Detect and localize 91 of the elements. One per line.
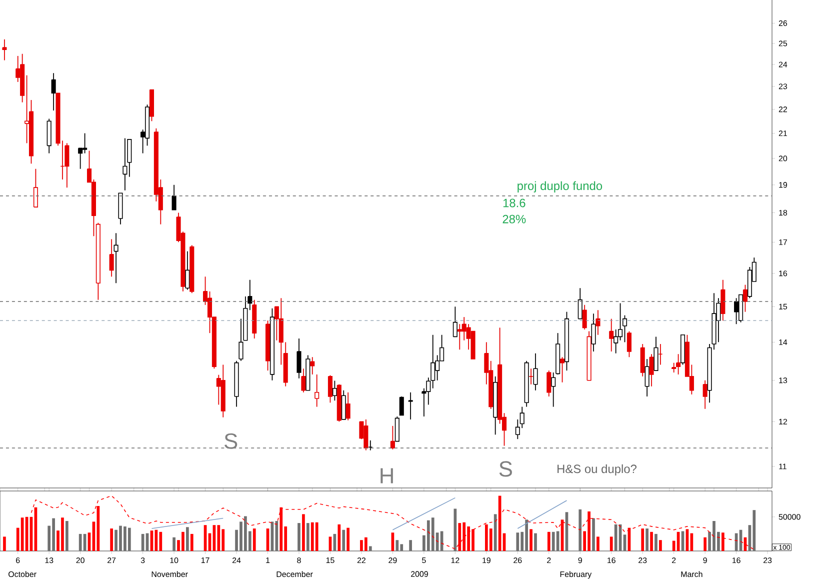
candlestick (654, 336, 658, 371)
bar (66, 520, 68, 551)
bar (547, 532, 550, 551)
candlestick (676, 354, 681, 375)
candlestick (734, 298, 739, 325)
bar (252, 528, 256, 551)
candlestick (546, 370, 552, 397)
bar (614, 524, 618, 551)
candlestick (341, 390, 346, 420)
bar (409, 540, 412, 551)
candlestick (332, 380, 337, 402)
candlestick (390, 425, 395, 450)
bar (186, 527, 189, 551)
bar (752, 510, 756, 551)
candlestick (296, 338, 302, 379)
bar (315, 522, 318, 551)
candlestick (33, 168, 38, 208)
candlestick (248, 279, 252, 311)
candlestick (328, 374, 333, 404)
candlestick (185, 250, 190, 290)
candlestick (614, 329, 618, 354)
bar (20, 518, 24, 551)
candlestick (644, 358, 650, 397)
bar (298, 523, 300, 551)
bar (494, 514, 497, 551)
bar (578, 509, 582, 551)
candlestick (399, 396, 404, 416)
candlestick (310, 356, 315, 375)
bar (396, 540, 399, 551)
candlestick (626, 330, 632, 358)
bar (342, 530, 346, 551)
bar (659, 540, 662, 551)
candlestick (78, 148, 83, 170)
candlestick (560, 356, 565, 383)
bar (159, 532, 162, 551)
candlestick (301, 368, 306, 393)
bar (650, 532, 653, 551)
candlestick (742, 284, 748, 312)
bar (552, 532, 555, 551)
annotation: H (380, 468, 393, 484)
candlestick (578, 288, 582, 320)
annotation: S (224, 433, 238, 449)
candlestick (51, 72, 56, 111)
candlestick (452, 306, 458, 338)
annotation: proj duplo fundo (518, 181, 602, 192)
candlestick (109, 238, 114, 278)
candlestick (408, 392, 413, 420)
candlestick (582, 304, 587, 330)
bar (338, 524, 341, 551)
bar (641, 528, 644, 551)
annotation: 28% (502, 214, 526, 224)
candlestick (702, 380, 708, 410)
candlestick (596, 310, 600, 336)
bar (3, 536, 6, 551)
candlestick (314, 374, 320, 408)
bar (78, 534, 82, 551)
candlestick (672, 362, 676, 373)
bar (110, 528, 113, 551)
bar (704, 537, 706, 551)
bar (596, 536, 600, 551)
bar (346, 528, 350, 551)
bar (368, 546, 372, 551)
candlestick (64, 142, 70, 188)
candlestick (2, 38, 7, 61)
bar (217, 525, 220, 551)
candlestick (122, 138, 128, 191)
candlestick (609, 318, 614, 352)
bar (302, 514, 305, 551)
annotation: 18.6 (503, 198, 526, 208)
bar (516, 532, 520, 551)
candlestick (720, 279, 726, 322)
bar (654, 534, 658, 551)
candlestick (172, 184, 176, 210)
bar (592, 518, 595, 551)
bar (190, 534, 194, 551)
bar (128, 528, 131, 551)
candlestick (394, 416, 400, 442)
bar (172, 537, 176, 551)
annotation: H&S ou duplo? (558, 464, 637, 476)
candlestick (114, 232, 118, 284)
bar (646, 528, 648, 551)
bar (489, 528, 492, 551)
bar (306, 523, 310, 551)
bar (610, 536, 613, 551)
candlestick (533, 352, 538, 391)
candlestick (622, 314, 628, 343)
candlestick (649, 354, 654, 387)
bar (534, 533, 537, 551)
annotation: S (499, 461, 512, 477)
bar (530, 529, 532, 551)
candlestick (346, 392, 350, 421)
